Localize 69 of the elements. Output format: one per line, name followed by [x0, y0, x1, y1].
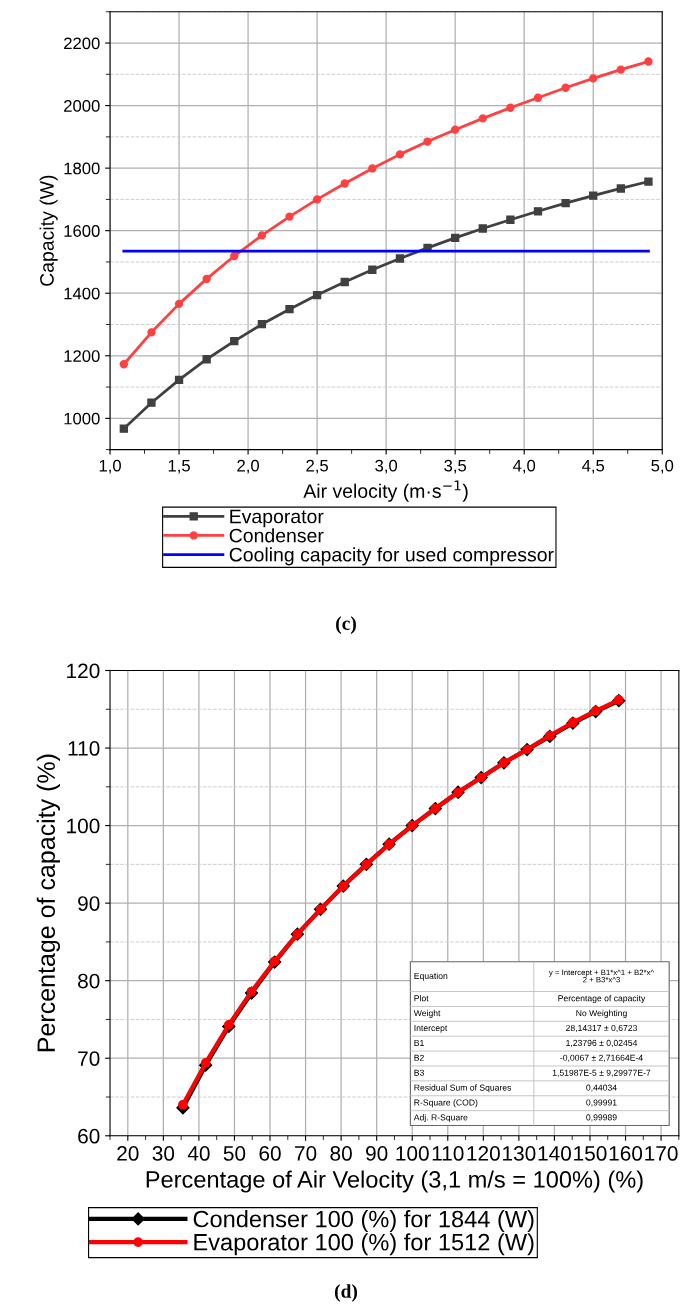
- y-tick-label: 1400: [64, 287, 100, 300]
- legend-label: Cooling capacity for used compressor: [229, 547, 554, 566]
- annotation: B2: [414, 1054, 424, 1061]
- annotation: R-Square (COD): [414, 1099, 478, 1108]
- x-tick-label: 50: [223, 1146, 246, 1161]
- x-tick-label: 4,5: [582, 459, 605, 474]
- legend-label: Condenser: [229, 528, 324, 543]
- x-axis-title: Air velocity (m·s$^{−1}$): [303, 480, 468, 502]
- annotation: 0,99991: [586, 1099, 617, 1107]
- y-tick-label: 120: [67, 663, 100, 679]
- x-axis-title: Percentage of Air Velocity (3,1 m/s = 100%) (%): [146, 1170, 643, 1193]
- x-tick-label: 100: [396, 1146, 429, 1161]
- y-tick-label: 90: [78, 896, 100, 911]
- annotation: 1,23796 ± 0,02454: [566, 1039, 638, 1047]
- x-tick-label: 2,5: [306, 459, 328, 474]
- y-tick-label: 2200: [64, 37, 100, 50]
- y-axis-title: Capacity (W): [39, 175, 58, 286]
- y-tick-label: 1600: [64, 225, 100, 237]
- text: (d): [334, 1284, 358, 1302]
- annotation: Weight: [413, 1009, 441, 1018]
- x-tick-label: 130: [503, 1146, 536, 1161]
- annotation: Residual Sum of Squares: [414, 1084, 512, 1093]
- annotation: -0,0067 ± 2,71664E-4: [560, 1054, 643, 1062]
- annotation: No Weighting: [576, 1009, 627, 1018]
- x-tick-label: 70: [295, 1146, 317, 1161]
- y-tick-label: 100: [67, 818, 100, 834]
- x-tick-label: 150: [574, 1146, 607, 1161]
- annotation: Plot: [414, 994, 429, 1002]
- legend-label: Evaporator: [230, 509, 324, 528]
- y-tick-label: 1800: [64, 162, 100, 175]
- y-tick-label: 80: [78, 973, 100, 989]
- annotation: 28,14317 ± 0,6723: [566, 1024, 637, 1033]
- y-tick-label: 60: [78, 1128, 100, 1144]
- annotation: Intercept: [414, 1025, 448, 1033]
- annotation: Adj. R-Square: [413, 1114, 468, 1123]
- annotation: B3: [414, 1069, 424, 1076]
- y-tick-label: 1200: [64, 350, 100, 362]
- annotation: Percentage of capacity: [558, 994, 646, 1003]
- y-tick-label: 1000: [64, 412, 100, 425]
- text: (c): [336, 616, 356, 634]
- x-tick-label: 4,0: [512, 459, 536, 474]
- x-tick-label: 1,0: [99, 459, 121, 474]
- x-tick-label: 40: [187, 1146, 210, 1161]
- x-tick-label: 2,0: [237, 459, 260, 474]
- legend-label: Evaporator 100 (%) for 1512 (W): [194, 1233, 534, 1256]
- x-tick-label: 1,5: [168, 459, 190, 474]
- annotation: 1,51987E-5 ± 9,29977E-7: [552, 1069, 651, 1077]
- x-tick-label: 60: [259, 1146, 281, 1161]
- y-tick-label: 2000: [64, 99, 100, 112]
- annotation: 0,99989: [586, 1114, 617, 1122]
- legend-label: Condenser 100 (%) for 1844 (W): [193, 1210, 534, 1233]
- x-tick-label: 5,0: [651, 459, 674, 474]
- x-tick-label: 80: [330, 1146, 352, 1161]
- x-tick-label: 140: [538, 1146, 571, 1161]
- x-tick-label: 3,5: [444, 459, 467, 474]
- annotation: 0,44034: [586, 1084, 617, 1092]
- x-tick-label: 30: [152, 1146, 175, 1161]
- y-tick-label: 110: [68, 741, 100, 756]
- x-tick-label: 120: [467, 1146, 500, 1161]
- y-tick-label: 70: [78, 1051, 100, 1066]
- x-tick-label: 90: [366, 1146, 388, 1161]
- x-tick-label: 3,0: [375, 459, 398, 474]
- x-tick-label: 20: [117, 1146, 139, 1161]
- annotation: B1: [414, 1039, 424, 1046]
- y-axis-title: Percentage of capacity (%): [36, 754, 60, 1052]
- annotation: Equation: [414, 972, 448, 981]
- x-tick-label: 160: [609, 1146, 643, 1161]
- x-tick-label: 170: [645, 1146, 678, 1161]
- x-tick-label: 110: [432, 1146, 464, 1161]
